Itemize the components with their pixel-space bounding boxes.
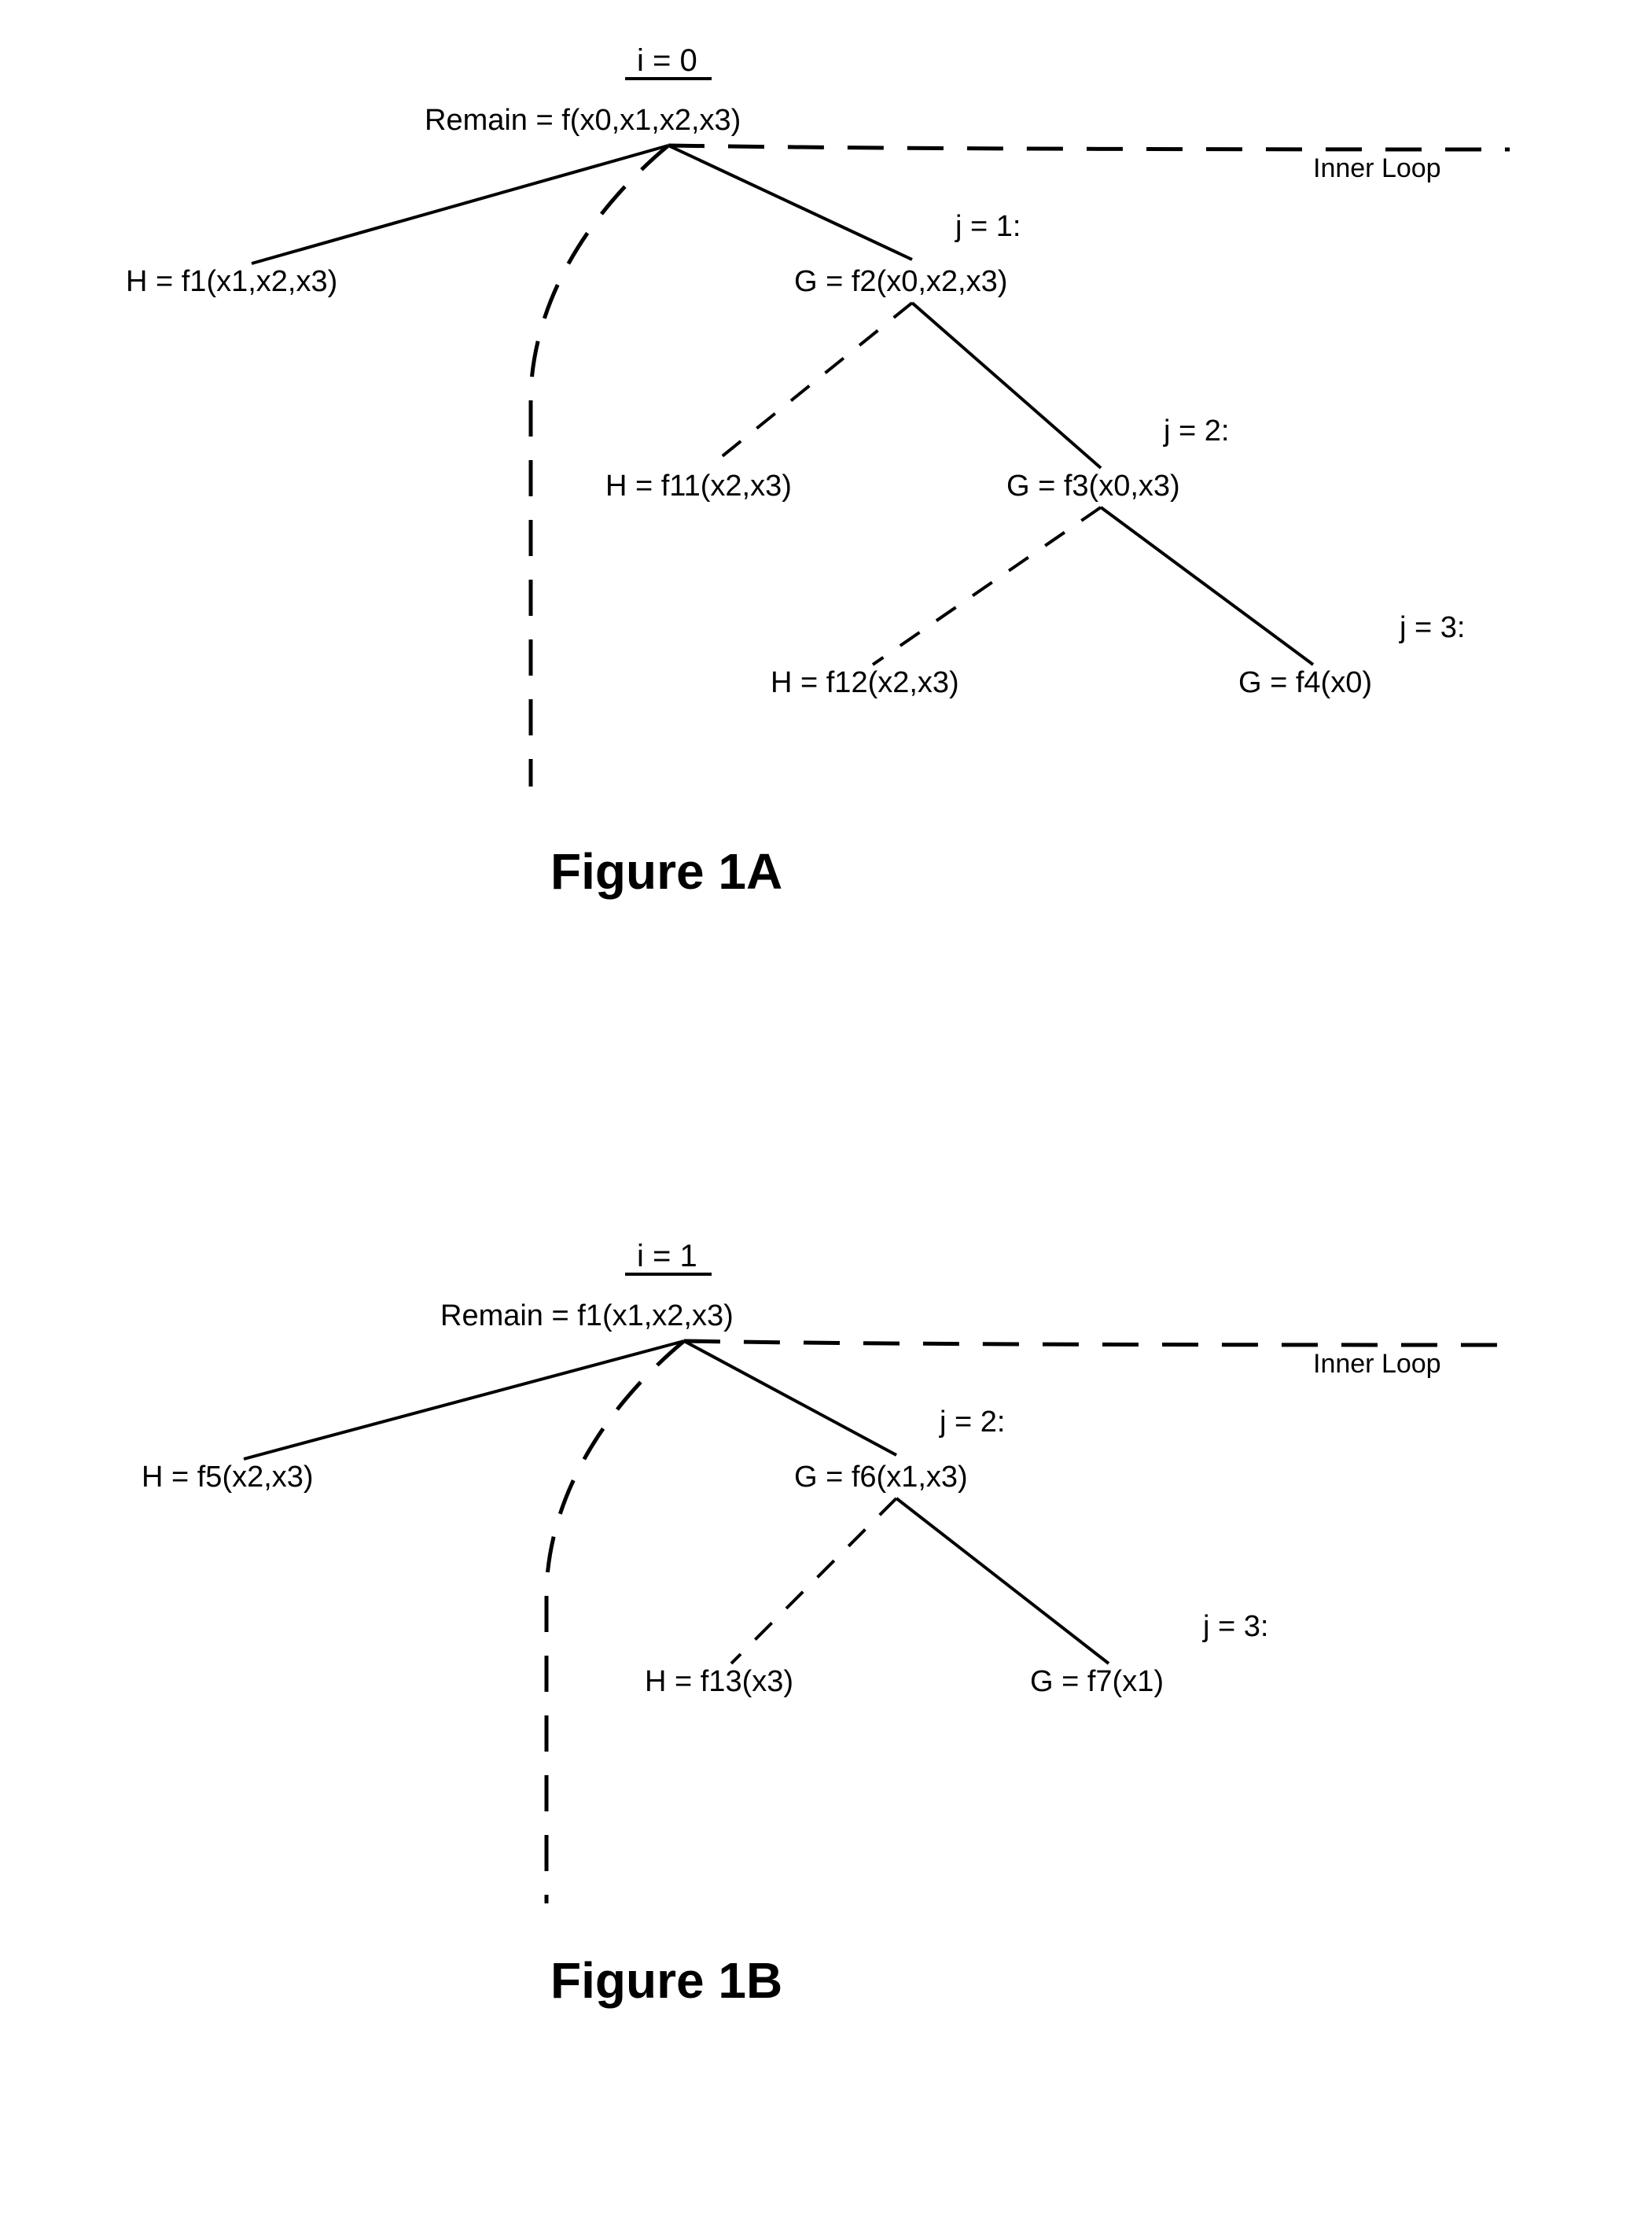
edge-root-h1-a <box>252 146 668 263</box>
edge-root-g1-a <box>668 146 912 260</box>
h1-a: H = f1(x1,x2,x3) <box>126 265 337 298</box>
descent-dash-a <box>531 146 668 787</box>
figure-1b: i = 1 Remain = f1(x1,x2,x3) Inner Loop H… <box>142 1239 1510 2009</box>
root-a: Remain = f(x0,x1,x2,x3) <box>425 104 741 137</box>
g1-a: G = f2(x0,x2,x3) <box>794 265 1007 298</box>
j2-b: j = 3: <box>1202 1610 1268 1643</box>
inner-loop-dash-a <box>668 146 1510 149</box>
g2-b: G = f7(x1) <box>1030 1665 1164 1698</box>
descent-dash-b <box>546 1341 684 1903</box>
edge-g1-h2-a <box>708 303 912 468</box>
h2-a: H = f11(x2,x3) <box>605 470 792 503</box>
edge-root-h1-b <box>244 1341 684 1459</box>
h1-b: H = f5(x2,x3) <box>142 1461 314 1494</box>
inner-loop-dash-b <box>684 1341 1510 1345</box>
edge-g2-g3-a <box>1101 507 1313 665</box>
edge-g1-h2-b <box>731 1498 896 1664</box>
inner-loop-label-a: Inner Loop <box>1313 153 1441 183</box>
j3-a: j = 3: <box>1399 611 1465 644</box>
figure-1a: i = 0 Remain = f(x0,x1,x2,x3) Inner Loop… <box>126 43 1510 900</box>
h2-b: H = f13(x3) <box>645 1665 793 1698</box>
j1-a: j = 1: <box>955 210 1021 243</box>
caption-a: Figure 1A <box>550 843 782 900</box>
g1-b: G = f6(x1,x3) <box>794 1461 968 1494</box>
i-label-a: i = 0 <box>637 43 697 78</box>
root-b: Remain = f1(x1,x2,x3) <box>440 1299 734 1332</box>
edge-g1-g2-a <box>912 303 1101 468</box>
edge-g2-h3-a <box>873 507 1101 665</box>
g2-a: G = f3(x0,x3) <box>1006 470 1180 503</box>
inner-loop-label-b: Inner Loop <box>1313 1349 1441 1379</box>
caption-b: Figure 1B <box>550 1952 782 2009</box>
h3-a: H = f12(x2,x3) <box>771 666 959 699</box>
edge-root-g1-b <box>684 1341 896 1455</box>
edge-g1-g2-b <box>896 1498 1109 1664</box>
g3-a: G = f4(x0) <box>1238 666 1372 699</box>
j2-a: j = 2: <box>1163 414 1229 448</box>
i-label-b: i = 1 <box>637 1239 697 1273</box>
j1-b: j = 2: <box>939 1406 1005 1439</box>
